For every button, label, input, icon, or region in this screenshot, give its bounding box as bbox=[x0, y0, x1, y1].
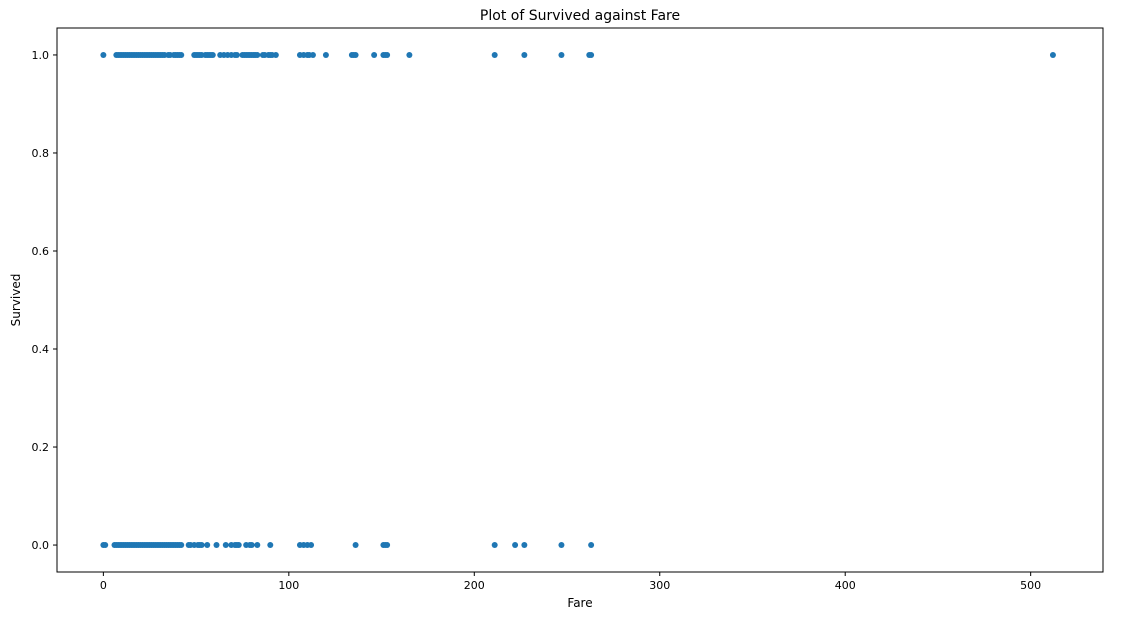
data-point bbox=[198, 542, 205, 549]
data-point bbox=[521, 51, 528, 58]
data-point bbox=[558, 51, 565, 58]
data-point bbox=[588, 542, 595, 549]
data-point bbox=[352, 51, 359, 58]
data-point bbox=[308, 542, 315, 549]
data-point bbox=[178, 542, 185, 549]
chart-title: Plot of Survived against Fare bbox=[480, 8, 680, 24]
data-point bbox=[209, 51, 216, 58]
y-axis-label: Survived bbox=[9, 274, 23, 327]
plot-area-frame bbox=[56, 27, 1104, 573]
x-tick-label: 200 bbox=[464, 579, 485, 592]
y-tick-label: 0.8 bbox=[32, 147, 50, 160]
x-tick-label: 400 bbox=[835, 579, 856, 592]
data-point bbox=[267, 542, 274, 549]
data-point bbox=[204, 542, 211, 549]
data-point bbox=[521, 542, 528, 549]
data-point bbox=[491, 51, 498, 58]
data-point bbox=[213, 542, 220, 549]
data-point bbox=[254, 542, 261, 549]
data-point bbox=[491, 542, 498, 549]
data-point bbox=[248, 542, 255, 549]
data-point bbox=[309, 51, 316, 58]
data-point bbox=[254, 51, 261, 58]
x-tick-label: 0 bbox=[100, 579, 107, 592]
data-point bbox=[233, 51, 240, 58]
data-point bbox=[100, 51, 107, 58]
x-tick-label: 100 bbox=[278, 579, 299, 592]
data-points bbox=[100, 51, 1056, 549]
data-point bbox=[558, 542, 565, 549]
data-point bbox=[384, 542, 391, 549]
y-tick-label: 0.6 bbox=[32, 245, 50, 258]
y-axis-ticks: 0.0 0.2 0.4 0.6 0.8 1.0 bbox=[32, 49, 57, 552]
data-point bbox=[1049, 51, 1056, 58]
data-point bbox=[371, 51, 378, 58]
data-point bbox=[384, 51, 391, 58]
data-point bbox=[178, 51, 185, 58]
data-point bbox=[588, 51, 595, 58]
data-point bbox=[102, 542, 109, 549]
data-point bbox=[272, 51, 279, 58]
x-tick-label: 500 bbox=[1020, 579, 1041, 592]
x-axis-ticks: 0 100 200 300 400 500 bbox=[100, 572, 1041, 592]
data-point bbox=[406, 51, 413, 58]
data-point bbox=[222, 542, 229, 549]
y-tick-label: 0.2 bbox=[32, 441, 50, 454]
y-tick-label: 1.0 bbox=[32, 49, 50, 62]
x-axis-label: Fare bbox=[567, 596, 592, 610]
data-point bbox=[235, 542, 242, 549]
y-tick-label: 0.0 bbox=[32, 539, 50, 552]
x-tick-label: 300 bbox=[649, 579, 670, 592]
data-point bbox=[352, 542, 359, 549]
data-point bbox=[322, 51, 329, 58]
y-tick-label: 0.4 bbox=[32, 343, 50, 356]
data-point bbox=[512, 542, 519, 549]
